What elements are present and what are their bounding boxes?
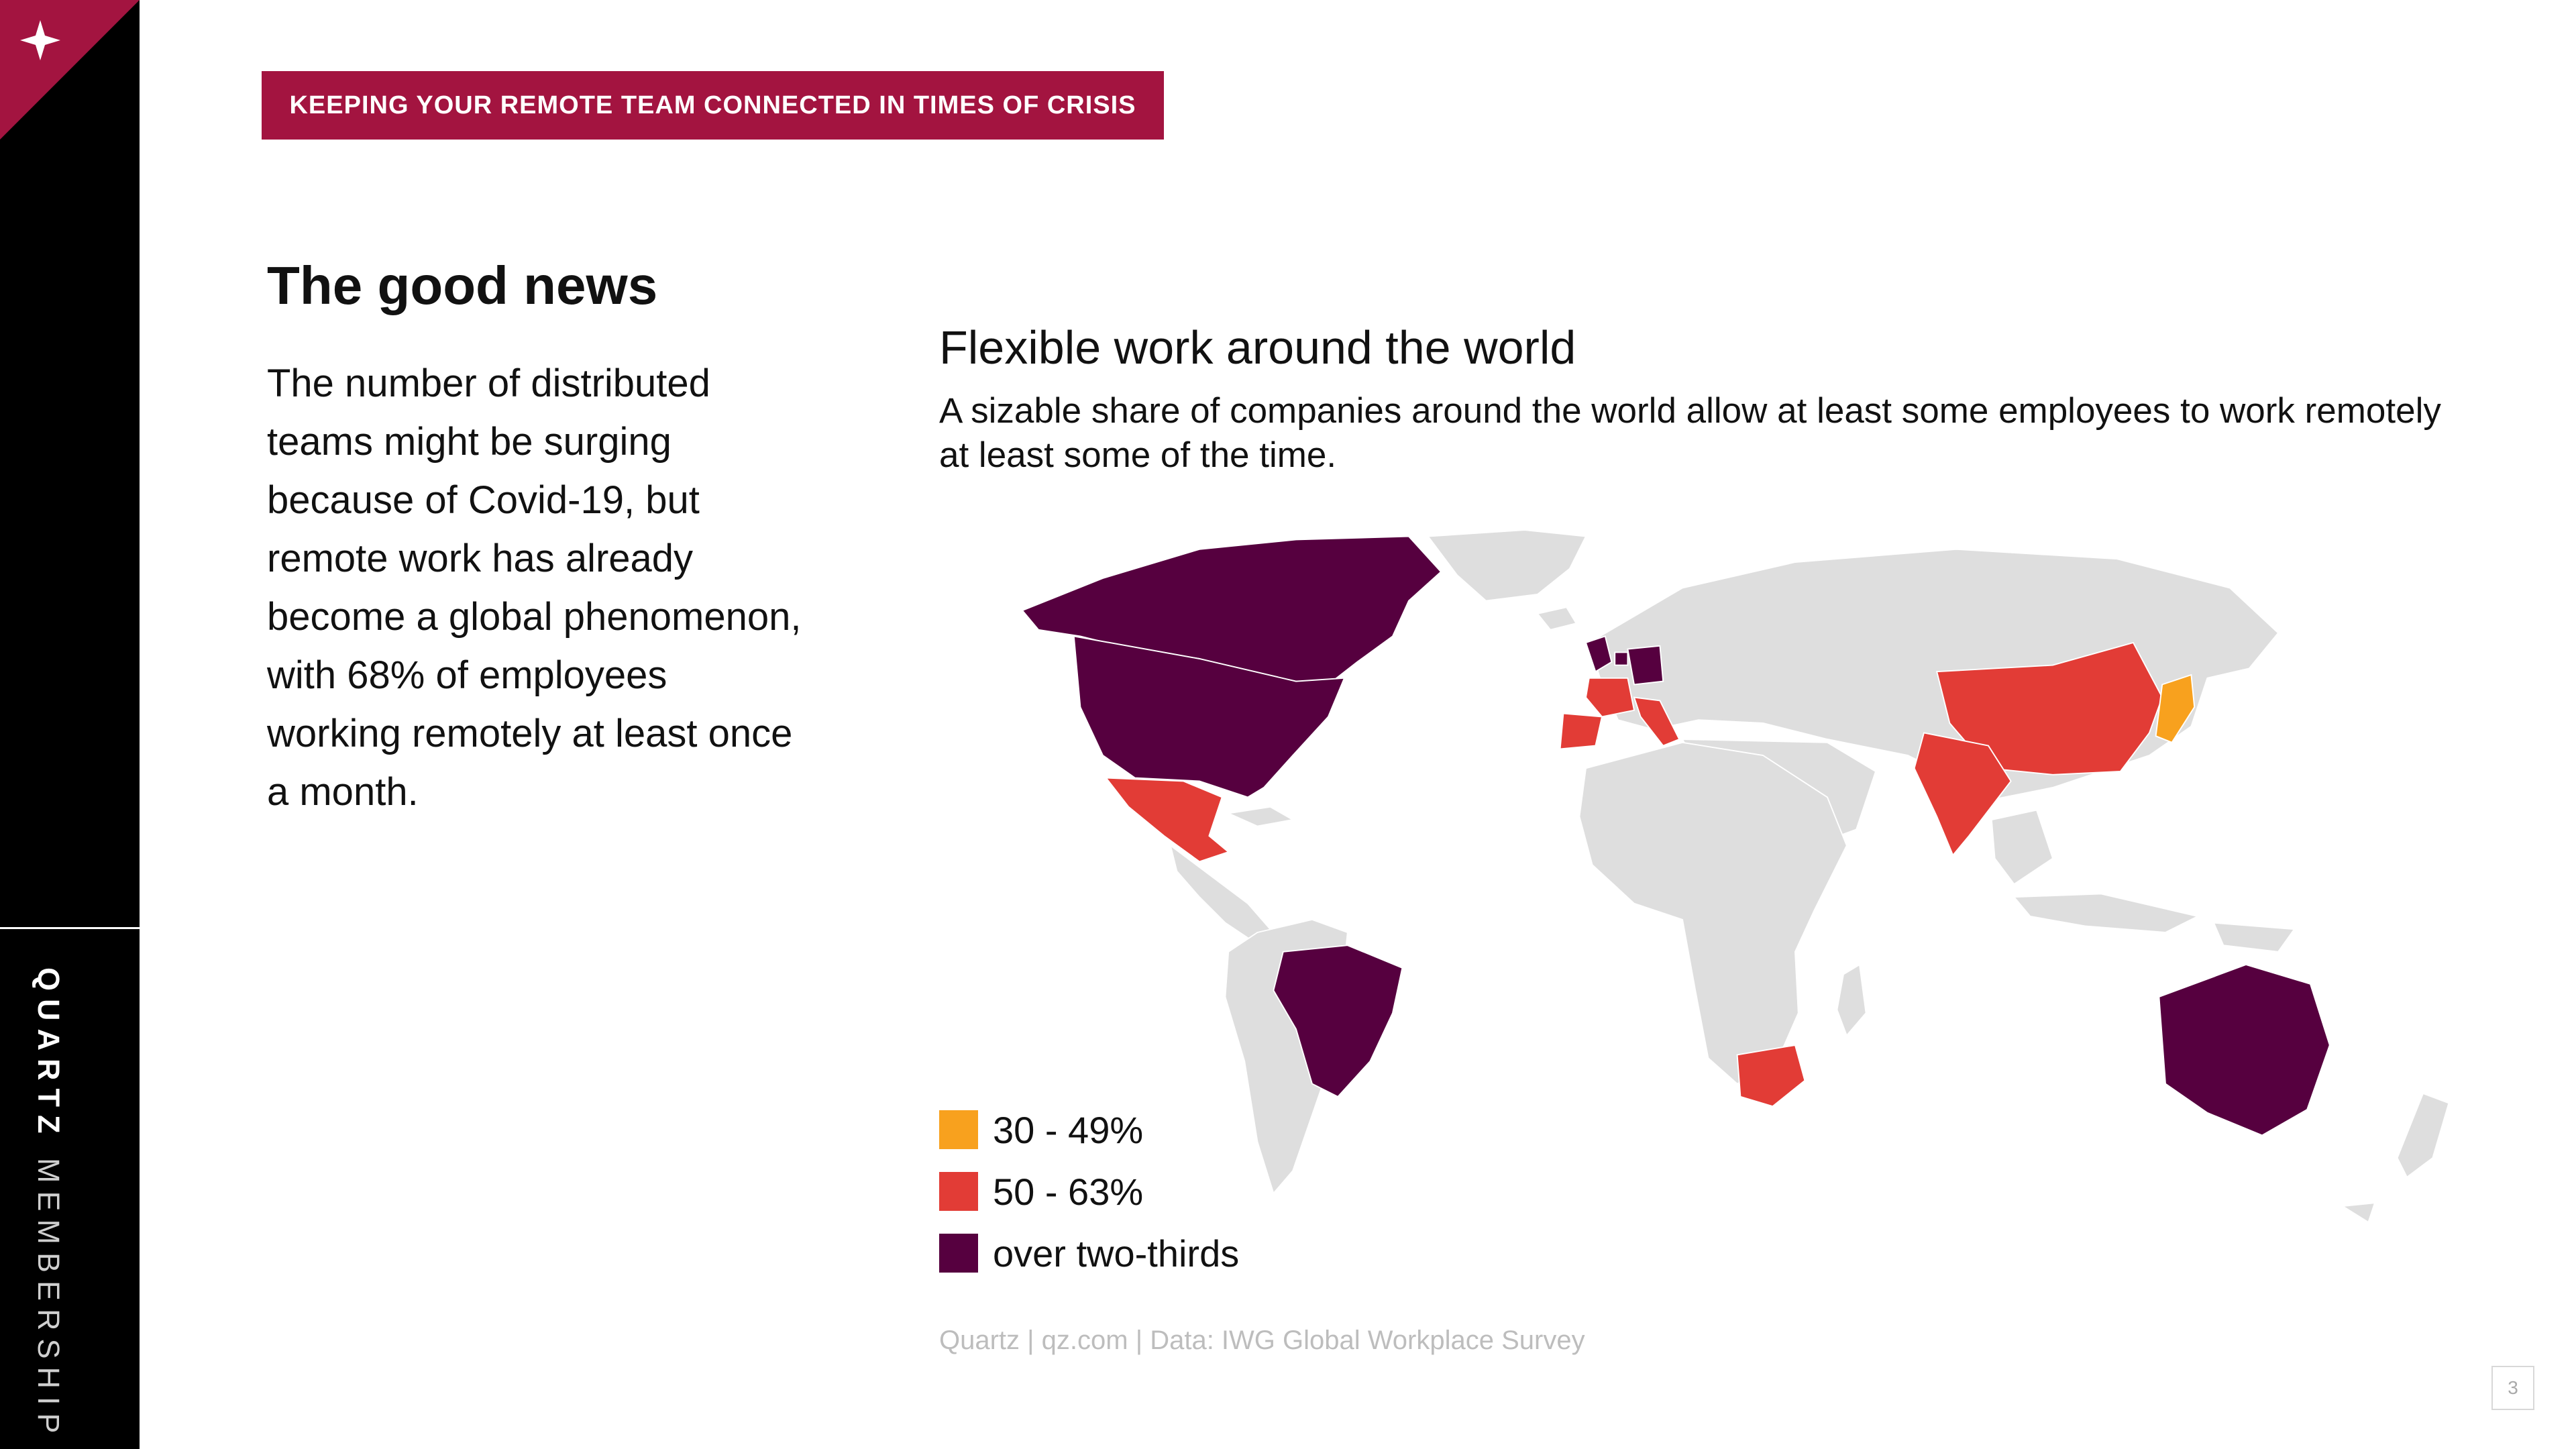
indonesia-landmass (2012, 893, 2200, 933)
madagascar-landmass (1836, 963, 1867, 1037)
brand-primary: QUARTZ (32, 967, 66, 1142)
region-australia (2158, 963, 2330, 1136)
corner-ribbon (0, 0, 140, 140)
region-brazil (1273, 945, 1403, 1097)
legend-item: 30 - 49% (939, 1099, 1239, 1161)
legend-label: 50 - 63% (993, 1170, 1144, 1213)
new-zealand-landmass (2396, 1092, 2450, 1179)
southeast-asia-landmass (1990, 809, 2054, 885)
africa-landmass (1578, 741, 1847, 1085)
legend-label: 30 - 49% (993, 1108, 1144, 1151)
legend-swatch (939, 1234, 978, 1273)
region-united-kingdom (1585, 635, 1613, 673)
legend-item: over two-thirds (939, 1222, 1239, 1284)
new-guinea-landmass (2212, 922, 2296, 953)
legend-swatch (939, 1110, 978, 1149)
caribbean-landmass (1226, 806, 1295, 827)
sidebar-divider (0, 927, 140, 929)
page-number: 3 (2491, 1366, 2534, 1410)
region-netherlands (1614, 651, 1629, 666)
central-america-landmass (1169, 844, 1271, 943)
header-banner: KEEPING YOUR REMOTE TEAM CONNECTED IN TI… (262, 71, 1164, 140)
chart-source: Quartz | qz.com | Data: IWG Global Workp… (939, 1326, 1585, 1355)
region-japan (2155, 674, 2196, 743)
greenland-landmass (1426, 530, 1587, 602)
legend-item: 50 - 63% (939, 1161, 1239, 1222)
region-india (1913, 732, 2012, 857)
sidebar: QUARTZ MEMBERSHIP (0, 0, 140, 1449)
region-italy (1633, 696, 1680, 747)
brand-wordmark: QUARTZ MEMBERSHIP (31, 967, 66, 1442)
region-south-africa (1736, 1044, 1806, 1108)
map-legend: 30 - 49% 50 - 63% over two-thirds (939, 1099, 1239, 1284)
legend-label: over two-thirds (993, 1232, 1240, 1275)
section-body: The number of distributed teams might be… (267, 362, 802, 814)
brand-secondary: MEMBERSHIP (32, 1158, 66, 1442)
region-mexico (1104, 777, 1230, 863)
section-title: The good news (267, 256, 658, 315)
chart-title: Flexible work around the world (939, 321, 1576, 374)
region-spain (1559, 712, 1603, 750)
iceland-landmass (1536, 606, 1578, 631)
legend-swatch (939, 1172, 978, 1211)
world-map (1021, 530, 2450, 1224)
region-united-states (1073, 635, 1346, 798)
chart-subtitle: A sizable share of companies around the … (939, 391, 2441, 475)
region-france (1585, 677, 1635, 718)
sparkle-icon (20, 20, 60, 60)
antarctic-islands-landmass (2341, 1202, 2376, 1224)
region-germany (1627, 645, 1664, 686)
